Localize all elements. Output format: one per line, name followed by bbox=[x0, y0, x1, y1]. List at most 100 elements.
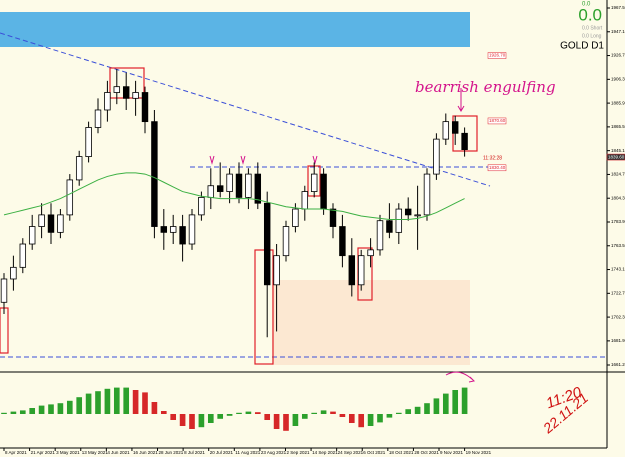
trend-line bbox=[0, 32, 491, 187]
oscillator-bar bbox=[395, 412, 402, 414]
handwritten-annotation: bearrish engulfing bbox=[415, 78, 556, 96]
x-tick-label: 11 Aug 2021 bbox=[235, 450, 260, 455]
profit: 0.0 bbox=[578, 5, 602, 24]
x-tick-label: 8 Jul 2021 bbox=[184, 450, 205, 455]
candle-body bbox=[404, 208, 412, 216]
candle-body bbox=[19, 243, 27, 268]
candle-body bbox=[122, 86, 130, 99]
oscillator-bar bbox=[217, 414, 224, 419]
candle-body bbox=[10, 266, 17, 280]
y-tick-label: 1845.10 bbox=[611, 148, 625, 153]
oscillator-bar bbox=[189, 414, 195, 429]
oscillator-bar bbox=[236, 412, 242, 414]
candle-body bbox=[151, 121, 158, 227]
candle-body bbox=[423, 173, 431, 216]
oscillator-bar bbox=[151, 402, 158, 414]
y-tick-label: 1661.20 bbox=[611, 362, 625, 367]
price-tag-label: 1830.40 bbox=[489, 165, 506, 170]
candle-body bbox=[442, 121, 450, 140]
candle-body bbox=[207, 185, 215, 198]
oscillator-bar bbox=[85, 393, 92, 414]
oscillator-bar bbox=[132, 390, 139, 414]
oscillator-bar bbox=[254, 412, 261, 414]
candle-body bbox=[47, 214, 55, 233]
x-tick-label: 6 Oct 2021 bbox=[363, 450, 386, 455]
x-tick-label: 9 Nov 2021 bbox=[440, 450, 464, 455]
oscillator-bar bbox=[405, 409, 412, 414]
oscillator-bar bbox=[29, 408, 36, 414]
price-tag bbox=[487, 164, 507, 172]
x-tick-label: 16 Jun 2021 bbox=[133, 450, 158, 455]
candle-body bbox=[57, 214, 64, 233]
y-tick-label: 1967.50 bbox=[611, 5, 625, 10]
candle-body bbox=[94, 109, 102, 128]
y-tick-label: 1763.50 bbox=[611, 243, 625, 248]
candle-body bbox=[0, 278, 8, 303]
oscillator-bar bbox=[207, 414, 214, 423]
candle-body bbox=[348, 255, 356, 286]
candle-body bbox=[104, 92, 111, 111]
x-tick-label: 8 Apr 2021 bbox=[5, 450, 27, 455]
candle-body bbox=[179, 226, 186, 245]
price-tag-label: 1870.60 bbox=[489, 118, 506, 123]
x-tick-label: 13 May 2021 bbox=[82, 450, 109, 455]
candle-body bbox=[226, 173, 233, 192]
short-volume: 0.0 Short bbox=[582, 25, 603, 31]
x-tick-label: 23 Aug 2021 bbox=[261, 450, 287, 455]
oscillator-bar bbox=[113, 387, 120, 414]
candle-body bbox=[188, 214, 196, 245]
oscillator-bar bbox=[226, 414, 233, 416]
candle-body bbox=[310, 173, 318, 192]
bar-timer: 11:32:28 bbox=[483, 155, 502, 161]
arrow bbox=[457, 88, 465, 112]
candle-body bbox=[292, 208, 299, 227]
oscillator-bar bbox=[57, 403, 64, 414]
oscillator-bar bbox=[123, 387, 130, 414]
oscillator-bar bbox=[95, 391, 101, 414]
oscillator-bar bbox=[414, 406, 421, 414]
oscillator-bar bbox=[142, 392, 148, 414]
oscillator-bar bbox=[10, 411, 17, 414]
x-tick-label: 28 Jun 2021 bbox=[159, 450, 184, 455]
x-tick-label: 21 Apr 2021 bbox=[31, 450, 56, 455]
candle-body bbox=[414, 214, 421, 217]
candle-body bbox=[461, 132, 468, 151]
x-tick-label: 2 Sep 2021 bbox=[286, 450, 310, 455]
candle-body bbox=[451, 121, 459, 134]
oscillator-bar bbox=[66, 400, 73, 414]
candle-body bbox=[301, 191, 309, 210]
oscillator-bar bbox=[104, 388, 111, 414]
oscillator-bar bbox=[358, 414, 365, 428]
candle-body bbox=[320, 173, 327, 210]
candle-body bbox=[28, 226, 36, 245]
candle-body bbox=[160, 226, 168, 233]
oscillator-bar bbox=[348, 414, 355, 423]
oscillator-bar bbox=[198, 414, 205, 428]
oscillator-bar bbox=[264, 414, 271, 420]
oscillator-bar bbox=[311, 412, 318, 414]
arrow bbox=[209, 155, 318, 165]
x-tick-label: 14 Sep 2021 bbox=[312, 450, 338, 455]
oscillator-bar bbox=[292, 414, 299, 426]
price-tag-label: 1839.60 bbox=[608, 154, 625, 159]
x-tick-label: 4 Jun 2021 bbox=[107, 450, 130, 455]
oscillator-bar bbox=[38, 405, 45, 414]
arrow bbox=[445, 371, 476, 383]
y-tick-label: 1743.10 bbox=[611, 267, 625, 272]
oscillator-bar bbox=[19, 410, 26, 414]
candle-body bbox=[75, 156, 83, 181]
candle-body bbox=[38, 214, 45, 227]
spread: 0.0 bbox=[582, 2, 591, 8]
long-volume: 0.0 Long bbox=[582, 33, 602, 39]
candle-body bbox=[254, 173, 262, 204]
zone bbox=[272, 280, 470, 365]
candle-body bbox=[386, 220, 393, 233]
candle-body bbox=[357, 255, 365, 286]
oscillator-bar bbox=[320, 410, 327, 414]
candle-body bbox=[235, 173, 243, 198]
y-tick-label: 1926.70 bbox=[611, 53, 625, 58]
price-tag bbox=[606, 153, 625, 161]
candle-body bbox=[85, 127, 92, 158]
y-tick-label: 1865.50 bbox=[611, 124, 625, 129]
y-tick-label: 1804.30 bbox=[611, 195, 625, 200]
